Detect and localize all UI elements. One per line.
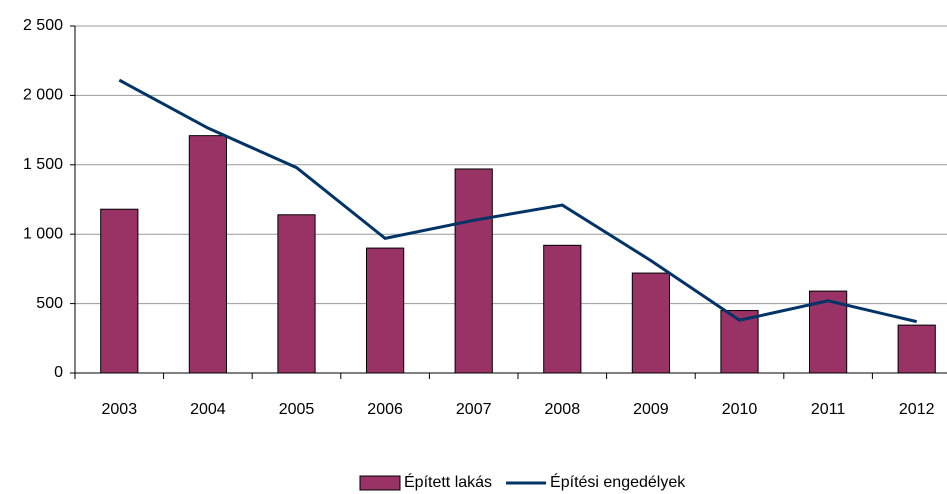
x-tick-label: 2003 bbox=[102, 401, 138, 418]
line bbox=[118, 78, 918, 324]
legend-label: Építési engedélyek bbox=[550, 472, 686, 491]
x-tick-label: 2009 bbox=[633, 401, 669, 418]
y-tick-label: 1 500 bbox=[23, 156, 63, 173]
bar bbox=[897, 324, 936, 374]
bar bbox=[100, 208, 139, 374]
bar bbox=[543, 244, 582, 374]
y-tick-label: 0 bbox=[54, 364, 63, 381]
legend-label: Épített lakás bbox=[404, 472, 492, 491]
bar bbox=[631, 272, 671, 374]
bar bbox=[188, 135, 228, 374]
x-tick-label: 2006 bbox=[367, 401, 403, 418]
y-tick-label: 2 000 bbox=[23, 87, 63, 104]
x-tick-label: 2012 bbox=[899, 401, 935, 418]
bar bbox=[277, 214, 316, 374]
bar bbox=[454, 168, 493, 374]
bar bbox=[365, 247, 405, 374]
legend-swatch bbox=[359, 475, 401, 491]
x-tick-label: 2010 bbox=[722, 401, 758, 418]
y-tick-label: 500 bbox=[36, 295, 63, 312]
x-tick-label: 2005 bbox=[279, 401, 315, 418]
x-tick-label: 2007 bbox=[456, 401, 492, 418]
x-tick-label: 2011 bbox=[811, 401, 846, 418]
y-tick-label: 2 500 bbox=[23, 17, 63, 34]
y-tick-label: 1 000 bbox=[23, 225, 63, 242]
x-tick-label: 2008 bbox=[545, 401, 581, 418]
x-tick-label: 2004 bbox=[190, 401, 226, 418]
